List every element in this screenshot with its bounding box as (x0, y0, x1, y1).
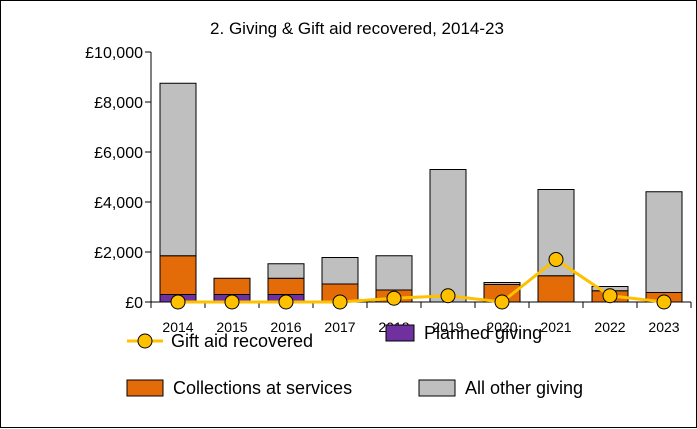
x-tick-label: 2021 (540, 319, 571, 335)
x-tick-label: 2016 (270, 319, 301, 335)
y-tick-label: £8,000 (94, 95, 143, 112)
gift-aid-point-2022 (602, 288, 618, 304)
x-tick-label: 2014 (162, 319, 193, 335)
bar-all-other-giving-2020 (483, 282, 521, 285)
x-tick-label: 2019 (432, 319, 463, 335)
y-tick-label: £0 (125, 295, 143, 312)
y-tick-label: £10,000 (85, 45, 143, 62)
y-tick-label: £6,000 (94, 145, 143, 162)
chart-title: 2. Giving & Gift aid recovered, 2014-23 (210, 19, 504, 38)
x-tick-label: 2022 (594, 319, 625, 335)
gift-aid-point-2018 (386, 290, 402, 306)
gift-aid-polyline (178, 257, 665, 304)
bar-collections-at-services-2021 (537, 275, 575, 303)
y-tick-label: £2,000 (94, 245, 143, 262)
bar-all-other-giving-2016 (267, 263, 305, 279)
bar-all-other-giving-2018 (375, 255, 413, 291)
x-tick-label: 2023 (648, 319, 679, 335)
gift-aid-point-2016 (278, 294, 294, 310)
bar-collections-at-services-2015 (213, 277, 251, 295)
bar-all-other-giving-2023 (645, 191, 683, 293)
legend-swatch-collections-at-services (126, 379, 164, 397)
gift-aid-point-2020 (494, 294, 510, 310)
legend-label-gift-aid: Gift aid recovered (171, 331, 313, 351)
legend: Gift aid recovered Planned giving Collecti… (126, 323, 583, 398)
gift-aid-point-2014 (170, 294, 186, 310)
bar-collections-at-services-2014 (159, 255, 197, 295)
y-axis: £0 £2,000 £4,000 £6,000 £8,000 £10,000 (85, 45, 152, 312)
legend-label-planned-giving: Planned giving (424, 323, 542, 343)
x-tick-label: 2020 (486, 319, 517, 335)
legend-label-collections-at-services: Collections at services (173, 378, 352, 398)
bar-all-other-giving-2017 (321, 257, 359, 285)
legend-swatch-planned-giving (385, 324, 415, 342)
bar-all-other-giving-2014 (159, 82, 197, 257)
x-tick-label: 2017 (324, 319, 355, 335)
y-tick-label: £4,000 (94, 195, 143, 212)
gift-aid-point-2023 (656, 294, 672, 310)
legend-swatch-all-other-giving (418, 379, 456, 397)
bar-collections-at-services-2016 (267, 277, 305, 295)
bar-all-other-giving-2019 (429, 169, 467, 303)
legend-label-all-other-giving: All other giving (465, 378, 583, 398)
legend-line-marker (137, 333, 153, 349)
gift-aid-point-2017 (332, 294, 348, 310)
gift-aid-line (170, 252, 672, 310)
gift-aid-point-2015 (224, 294, 240, 310)
x-tick-label: 2015 (216, 319, 247, 335)
bars (159, 82, 683, 303)
gift-aid-point-2021 (548, 252, 564, 267)
gift-aid-point-2019 (440, 288, 456, 304)
